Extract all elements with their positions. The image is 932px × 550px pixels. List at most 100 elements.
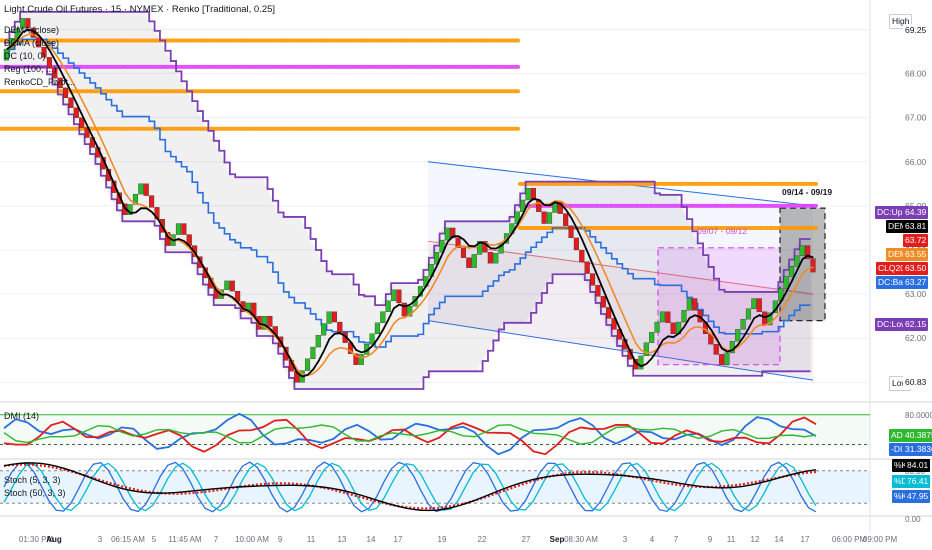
- renko-brick-down: [52, 67, 58, 79]
- renko-brick-up: [138, 183, 144, 195]
- stoch-fast-d-line: [3, 462, 817, 512]
- renko-brick-up: [740, 318, 746, 330]
- renko-brick-down: [181, 223, 187, 235]
- x-tick-label: 19: [438, 535, 447, 544]
- renko-brick-up: [304, 358, 311, 371]
- renko-brick-up: [3, 49, 9, 61]
- renko-brick-up: [439, 239, 445, 253]
- legend-stoch-2[interactable]: Stoch (50, 3, 3): [4, 488, 66, 498]
- renko-brick-up: [175, 223, 182, 235]
- y-tick-label: 68.00: [905, 69, 927, 79]
- symbol-label-text: CLQ2025: [878, 263, 915, 273]
- x-tick-label: 22: [478, 535, 487, 544]
- x-tick-label: 4: [650, 535, 655, 544]
- di-value-text: 31.3836: [905, 444, 932, 454]
- dmi-plus-di-line: [3, 416, 817, 456]
- renko-brick-down: [805, 245, 811, 259]
- y-tick-label: 63.00: [905, 289, 927, 299]
- x-tick-label: 27: [522, 535, 531, 544]
- di-label: -DI: [889, 443, 905, 456]
- renko-brick-down: [563, 213, 569, 226]
- high-tag-label: High: [892, 16, 910, 26]
- renko-brick-down: [63, 87, 69, 98]
- legend-dema-1[interactable]: DEMA (close): [4, 25, 60, 35]
- dc-upper-value: 64.39: [903, 206, 929, 219]
- legend-dema-2[interactable]: DEMA (close): [4, 38, 60, 48]
- di-label-text: -DI: [891, 444, 903, 454]
- renko-brick-up: [643, 342, 649, 357]
- high-price-value: 69.25: [905, 25, 927, 35]
- y-tick-label: 66.00: [905, 157, 927, 167]
- renko-brick-up: [358, 354, 364, 365]
- renko-brick-down: [337, 321, 343, 333]
- renko-brick-up: [380, 311, 386, 323]
- legend-pivots[interactable]: RenkoCD_Pivot...: [4, 77, 76, 87]
- adx-value: 40.3875: [903, 429, 932, 442]
- renko-brick-up: [321, 323, 327, 336]
- dc-upper-label-text: DC:Upper: [877, 207, 915, 217]
- x-tick-label: 7: [214, 535, 219, 544]
- price-tag-red: 63.72: [903, 234, 929, 247]
- k1-label-text: %K: [894, 460, 908, 470]
- renko-brick-up: [310, 346, 316, 359]
- d1-label-text: %D: [894, 476, 908, 486]
- renko-brick-up: [471, 254, 477, 268]
- y-tick-label: 67.00: [905, 113, 927, 123]
- dmi-minus-di-line: [3, 412, 817, 456]
- dema-orange-label-text: DEMA: [888, 249, 913, 259]
- y-tick-label: 65.00: [905, 201, 927, 211]
- renko-brick-down: [84, 127, 90, 138]
- legend-reg[interactable]: Reg (100, ...): [4, 64, 57, 74]
- x-tick-label: 9: [278, 535, 283, 544]
- x-tick-label: 11: [727, 535, 736, 544]
- dema-black-value-text: 63.81: [905, 221, 927, 231]
- x-tick-label: 01:30 PM: [19, 535, 54, 544]
- x-tick-label: 11:45 AM: [168, 535, 202, 544]
- donchian-basis-line: [4, 38, 811, 348]
- legend-dc[interactable]: DC (10, 0): [4, 51, 46, 61]
- renko-brick-down: [36, 37, 42, 48]
- renko-brick-up: [681, 310, 687, 323]
- donchian-fill: [4, 11, 811, 389]
- regression-lower-line: [427, 320, 814, 381]
- x-tick-label: 17: [801, 535, 810, 544]
- renko-brick-down: [482, 241, 488, 253]
- low-price-label: 60.83: [903, 376, 929, 389]
- renko-brick-up: [14, 28, 20, 39]
- legend-stoch-1[interactable]: Stoch (5, 3, 3): [4, 475, 61, 485]
- renko-brick-up: [261, 316, 268, 330]
- dema-orange-value: 63.55: [903, 248, 929, 261]
- d1-value: 76.41: [905, 475, 931, 488]
- range-label-1: 09/14 - 09/19: [782, 187, 833, 197]
- renko-brick-down: [719, 354, 725, 365]
- dc-lower-label-text: DC:Lower: [877, 319, 915, 329]
- renko-brick-down: [353, 353, 359, 365]
- renko-brick-down: [41, 46, 47, 58]
- renko-brick-up: [799, 245, 805, 257]
- k2-label: %K: [892, 490, 910, 503]
- renko-brick-up: [638, 355, 644, 370]
- x-tick-label: Aug: [46, 535, 62, 544]
- renko-brick-up: [315, 335, 321, 348]
- renko-brick-up: [767, 312, 773, 326]
- chart-title: Light Crude Oil Futures · 15 · NYMEX · R…: [4, 4, 276, 15]
- renko-brick-down: [460, 247, 467, 258]
- renko-brick-down: [331, 311, 337, 323]
- last-price-tag: 63.50: [903, 262, 929, 275]
- k2-value-text: 47.95: [907, 491, 929, 501]
- renko-brick-down: [584, 261, 590, 274]
- renko-brick-up: [783, 276, 789, 289]
- x-tick-label: 14: [367, 535, 376, 544]
- renko-brick-up: [520, 199, 526, 212]
- renko-brick-down: [455, 237, 461, 248]
- k1-value-text: 84.01: [907, 460, 929, 470]
- renko-brick-down: [541, 211, 547, 224]
- legend-dmi[interactable]: DMI (14): [4, 411, 40, 421]
- renko-brick-down: [57, 77, 63, 89]
- renko-brick-up: [385, 300, 391, 312]
- donchian-upper-line: [4, 10, 811, 307]
- dmi-tick-label: 80.0000: [905, 411, 932, 420]
- dc-lower-value-text: 62.15: [905, 319, 927, 329]
